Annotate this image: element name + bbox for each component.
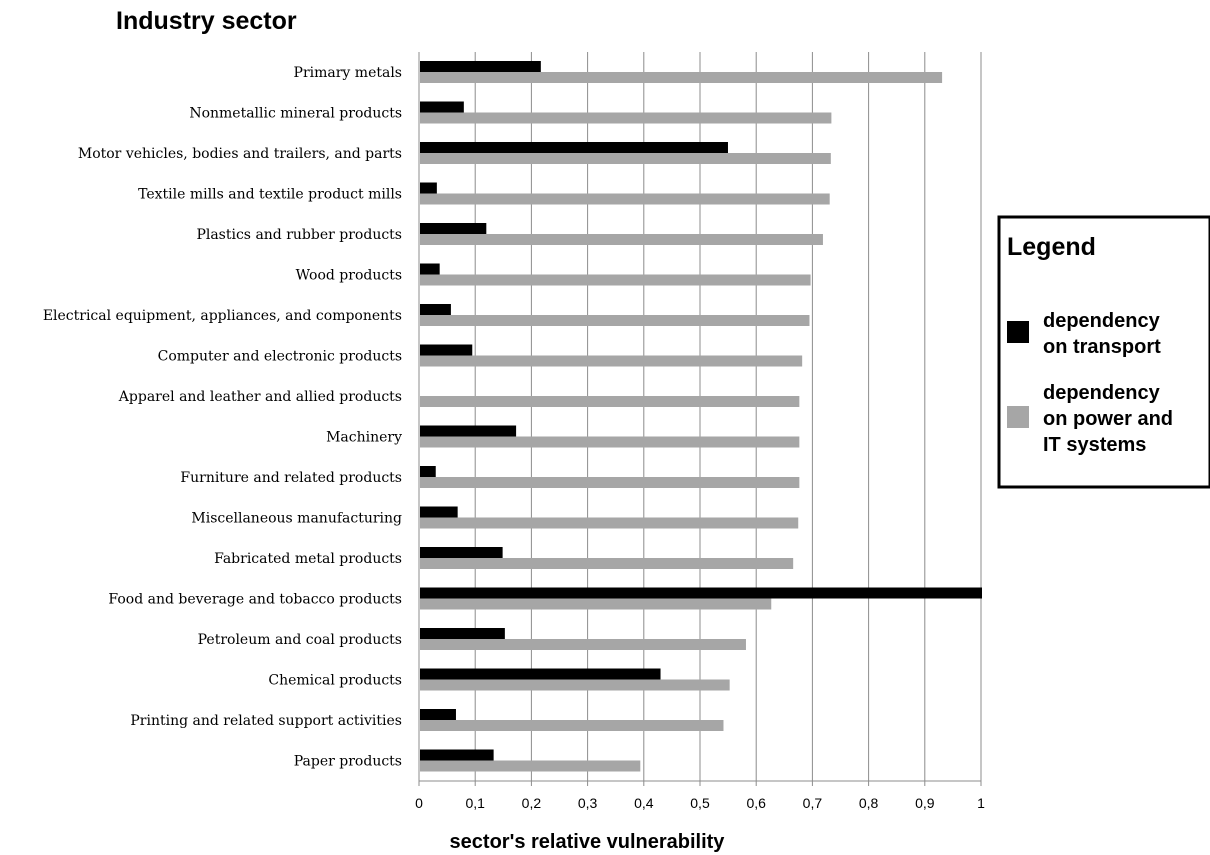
x-tick-label: 0,5 xyxy=(690,795,710,811)
bar-power-it xyxy=(420,558,794,569)
bar-transport xyxy=(420,749,494,761)
legend-label: dependency xyxy=(1043,382,1161,404)
bar-power-it xyxy=(420,274,811,286)
category-label: Miscellaneous manufacturing xyxy=(191,511,402,527)
category-labels: Primary metals Nonmetallic mineral produc… xyxy=(43,65,402,770)
bar-power-it xyxy=(420,72,943,83)
bar-transport xyxy=(420,709,456,720)
bar-power-it xyxy=(420,436,800,448)
x-tick-label: 0,3 xyxy=(578,795,598,811)
bar-power-it xyxy=(420,193,830,205)
category-label: Wood products xyxy=(296,268,402,284)
category-label: Plastics and rubber products xyxy=(196,227,402,243)
bar-transport xyxy=(420,182,437,194)
category-label: Food and beverage and tobacco products xyxy=(108,592,402,608)
x-tick-label: 0,7 xyxy=(803,795,823,811)
category-label: Furniture and related products xyxy=(180,470,402,486)
legend-label: dependency xyxy=(1043,310,1161,332)
bar-transport xyxy=(420,61,541,72)
legend: Legend dependency on transport dependency o… xyxy=(997,215,1210,489)
legend-box xyxy=(997,215,1210,489)
legend-label: on power and xyxy=(1043,408,1173,430)
category-label: Nonmetallic mineral products xyxy=(189,106,402,122)
category-label: Computer and electronic products xyxy=(158,349,402,365)
bar-transport xyxy=(420,506,458,518)
x-tick-label: 1 xyxy=(977,795,985,811)
bar-power-it xyxy=(420,396,800,407)
bar-power-it xyxy=(420,679,730,691)
category-label: Printing and related support activities xyxy=(130,713,402,729)
legend-swatch-transport xyxy=(1007,321,1029,343)
bar-transport xyxy=(420,425,517,437)
bar-power-it xyxy=(420,639,746,650)
chart-title: Industry sector xyxy=(116,7,297,35)
bar-power-it xyxy=(420,234,823,245)
x-tick-label: 0,2 xyxy=(522,795,542,811)
category-label: Motor vehicles, bodies and trailers, and… xyxy=(78,146,402,162)
category-label: Paper products xyxy=(294,754,402,770)
category-label: Primary metals xyxy=(294,65,402,81)
bar-power-it xyxy=(420,315,810,326)
category-label: Fabricated metal products xyxy=(214,551,402,567)
bar-transport xyxy=(420,344,473,356)
x-tick-label: 0,6 xyxy=(746,795,766,811)
legend-label: IT systems xyxy=(1043,434,1146,456)
x-tick-label: 0,1 xyxy=(465,795,485,811)
bar-power-it xyxy=(420,153,831,164)
gridlines xyxy=(418,52,982,786)
bar-power-it xyxy=(420,477,800,488)
bar-transport xyxy=(420,263,440,275)
category-label: Machinery xyxy=(326,430,402,446)
bar-power-it xyxy=(420,355,803,367)
category-label: Chemical products xyxy=(268,673,402,689)
bar-transport xyxy=(420,466,436,477)
bar-power-it xyxy=(420,517,799,529)
bar-transport xyxy=(420,101,464,113)
legend-swatch-power-it xyxy=(1007,406,1029,428)
bar-transport xyxy=(420,547,503,558)
x-tick-labels: 0 0,1 0,2 0,3 0,4 0,5 0,6 0,7 0,8 0,9 1 xyxy=(415,795,985,811)
legend-title: Legend xyxy=(1007,233,1096,261)
x-tick-label: 0,9 xyxy=(915,795,935,811)
x-tick-label: 0,8 xyxy=(859,795,879,811)
category-label: Petroleum and coal products xyxy=(198,632,402,648)
bars xyxy=(420,61,982,772)
bar-transport xyxy=(420,587,982,599)
x-tick-label: 0,4 xyxy=(634,795,654,811)
bar-transport xyxy=(420,304,451,315)
bar-power-it xyxy=(420,720,724,731)
category-label: Electrical equipment, appliances, and co… xyxy=(43,308,402,324)
bar-transport xyxy=(420,142,728,153)
x-axis-title: sector's relative vulnerability xyxy=(450,831,726,853)
bar-transport xyxy=(420,628,505,639)
category-label: Textile mills and textile product mills xyxy=(138,187,402,203)
bar-power-it xyxy=(420,112,832,124)
category-label: Apparel and leather and allied products xyxy=(118,389,402,405)
bar-power-it xyxy=(420,760,641,772)
legend-label: on transport xyxy=(1043,336,1161,358)
x-tick-label: 0 xyxy=(415,795,423,811)
bar-transport xyxy=(420,668,661,680)
bar-transport xyxy=(420,223,487,234)
bar-power-it xyxy=(420,598,772,610)
